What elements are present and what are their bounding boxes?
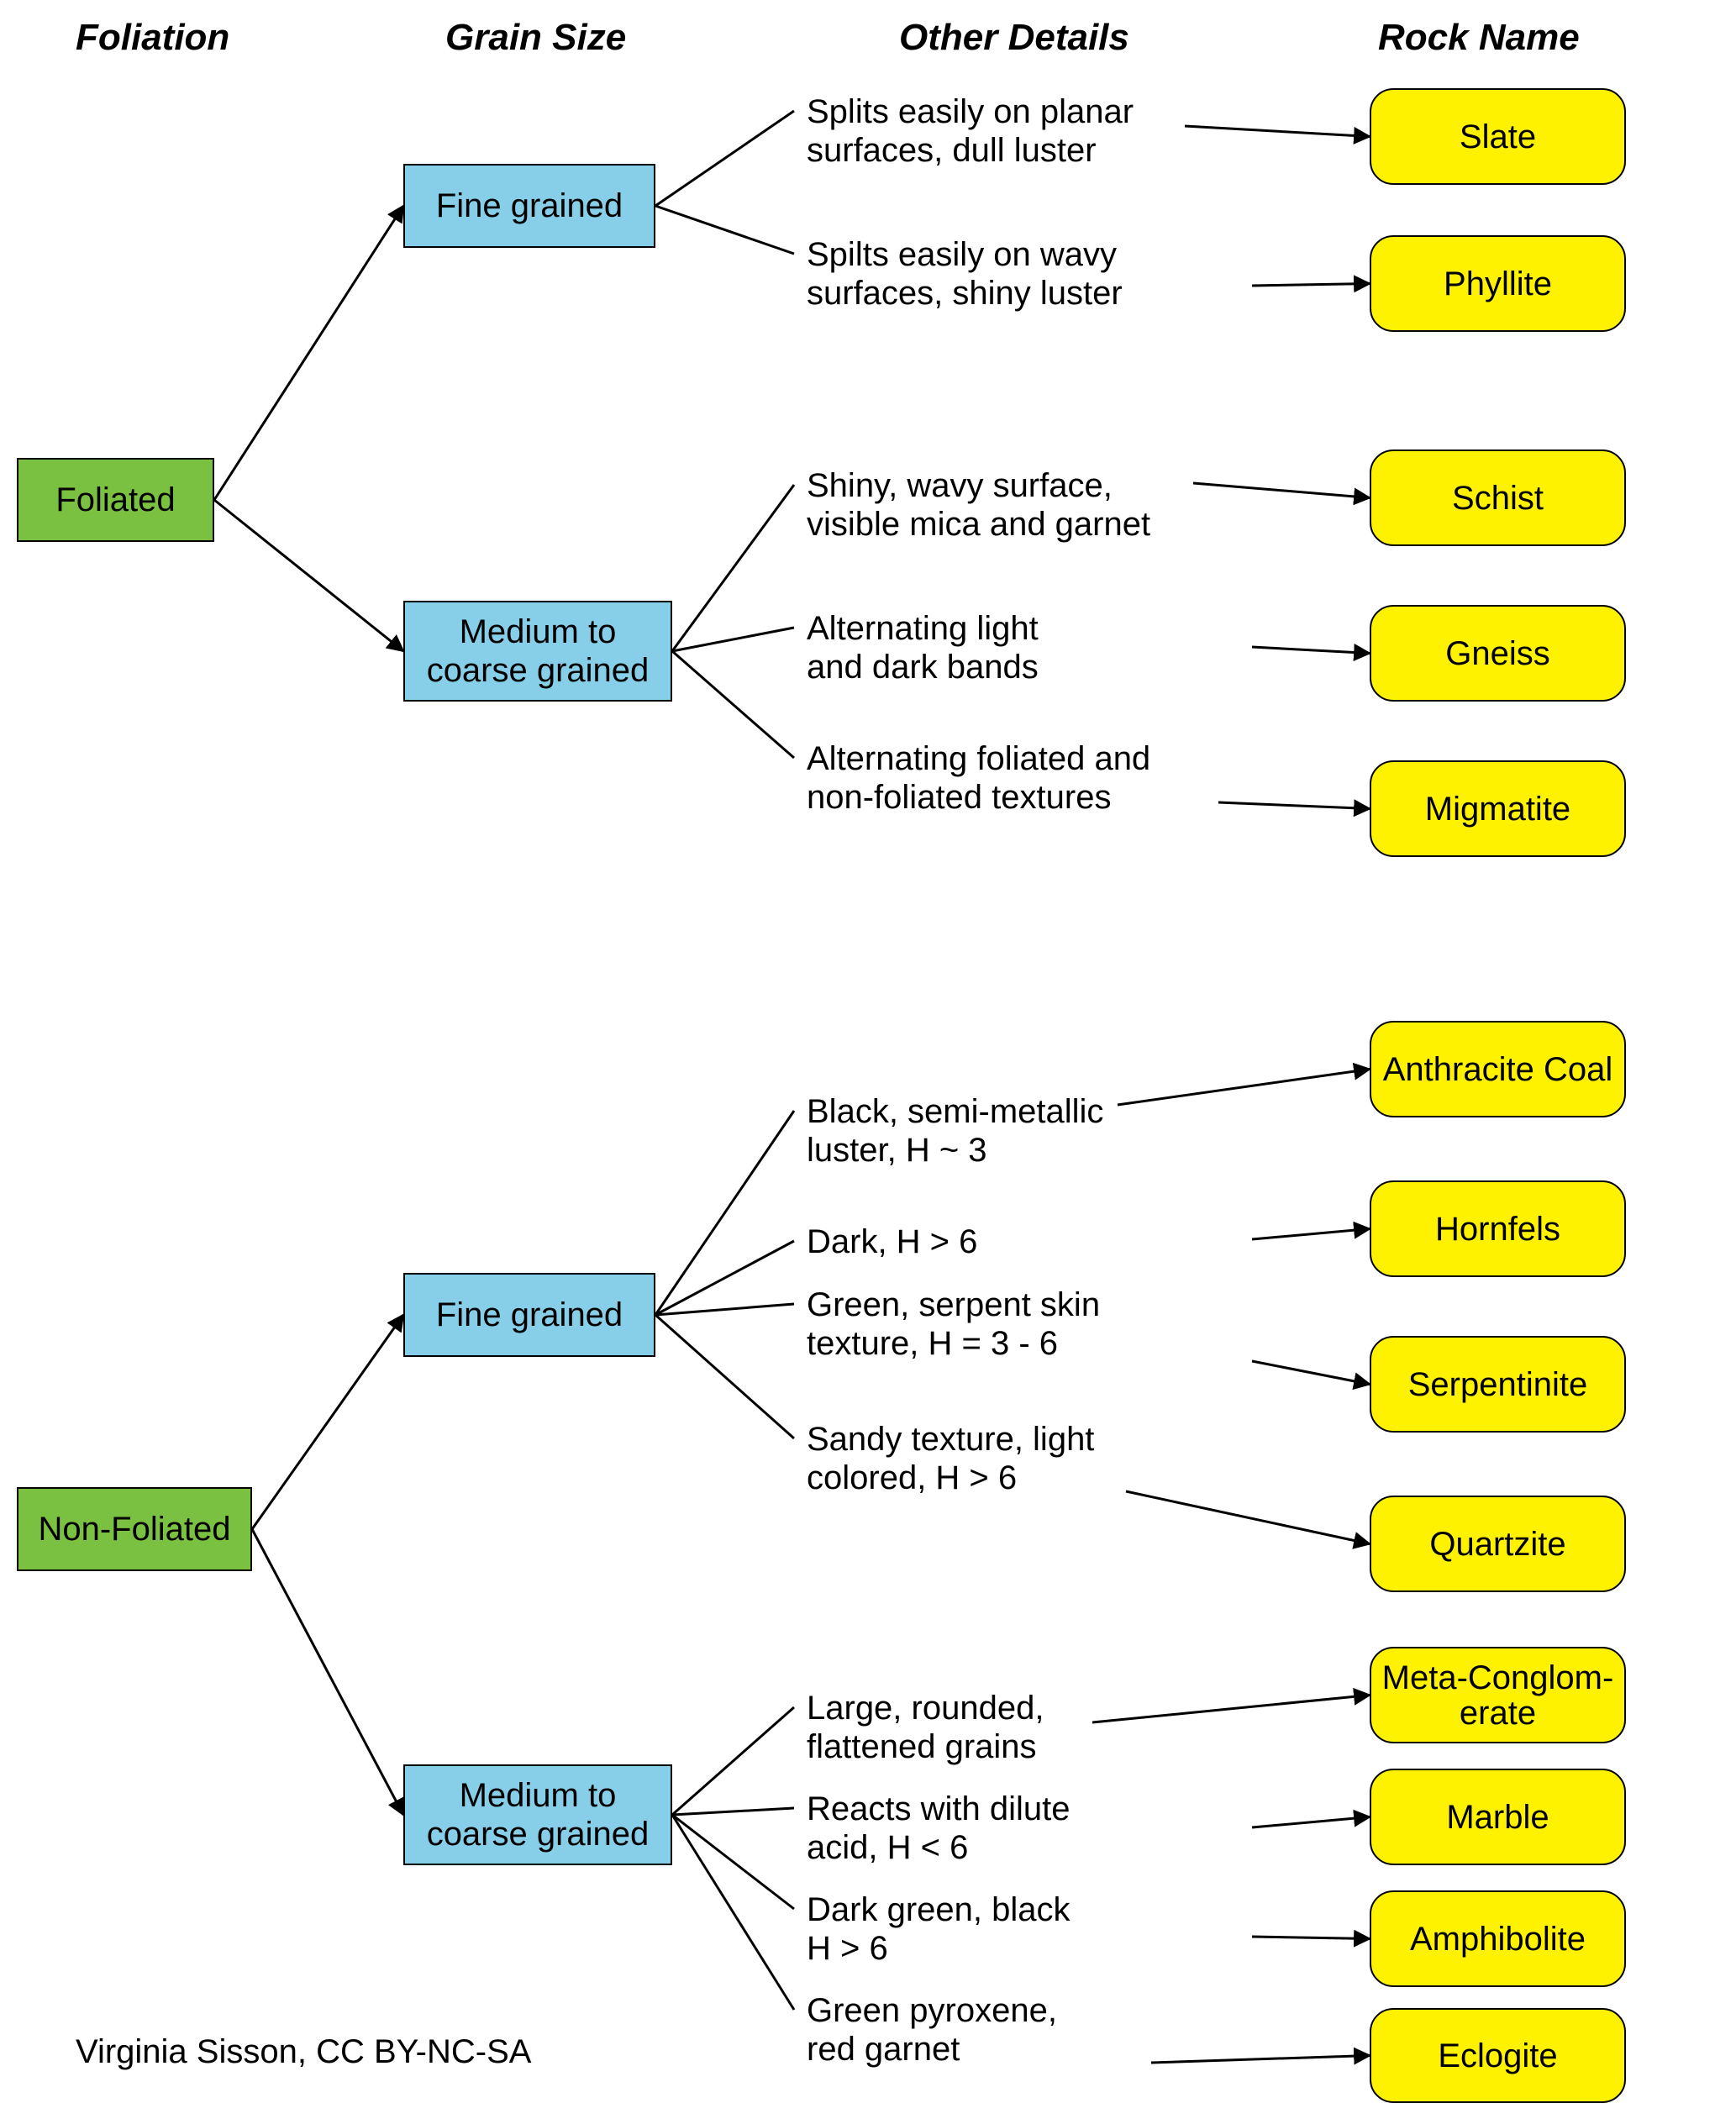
foliation-nonfoliated: Non-Foliated	[17, 1487, 252, 1571]
detail-d_phyllite: Spilts easily on wavysurfaces, shiny lus…	[807, 235, 1123, 313]
detail-d_gneiss: Alternating lightand dark bands	[807, 609, 1039, 686]
grain-med1: Medium tocoarse grained	[403, 601, 672, 702]
detail-d_serpentinite: Green, serpent skintexture, H = 3 - 6	[807, 1285, 1100, 1363]
rock-metacong: Meta-Conglom-erate	[1370, 1647, 1626, 1743]
grain-med2: Medium tocoarse grained	[403, 1764, 672, 1865]
rock-eclogite: Eclogite	[1370, 2008, 1626, 2103]
rock-anthracite: Anthracite Coal	[1370, 1021, 1626, 1117]
rock-schist: Schist	[1370, 450, 1626, 546]
detail-d_anthracite: Black, semi-metallicluster, H ~ 3	[807, 1092, 1103, 1170]
detail-d_hornfels: Dark, H > 6	[807, 1222, 977, 1261]
header-grain: Grain Size	[445, 17, 626, 59]
rock-slate: Slate	[1370, 88, 1626, 185]
detail-d_schist: Shiny, wavy surface,visible mica and gar…	[807, 466, 1150, 544]
detail-d_slate: Splits easily on planarsurfaces, dull lu…	[807, 92, 1134, 170]
rock-amphibolite: Amphibolite	[1370, 1890, 1626, 1987]
detail-d_amphibolite: Dark green, blackH > 6	[807, 1890, 1070, 1968]
rock-phyllite: Phyllite	[1370, 235, 1626, 332]
grain-fine1: Fine grained	[403, 164, 655, 248]
rock-serpentinite: Serpentinite	[1370, 1336, 1626, 1433]
rock-hornfels: Hornfels	[1370, 1180, 1626, 1277]
header-details: Other Details	[899, 17, 1129, 59]
detail-d_eclogite: Green pyroxene,red garnet	[807, 1991, 1057, 2069]
foliation-foliated: Foliated	[17, 458, 214, 542]
detail-d_marble: Reacts with diluteacid, H < 6	[807, 1790, 1070, 1867]
rock-quartzite: Quartzite	[1370, 1496, 1626, 1592]
rock-migmatite: Migmatite	[1370, 760, 1626, 857]
attribution: Virginia Sisson, CC BY-NC-SA	[76, 2033, 531, 2071]
header-foliation: Foliation	[76, 17, 229, 59]
detail-d_migmatite: Alternating foliated andnon-foliated tex…	[807, 739, 1150, 817]
rock-marble: Marble	[1370, 1769, 1626, 1865]
grain-fine2: Fine grained	[403, 1273, 655, 1357]
rock-gneiss: Gneiss	[1370, 605, 1626, 702]
detail-d_quartzite: Sandy texture, lightcolored, H > 6	[807, 1420, 1094, 1497]
header-rock: Rock Name	[1378, 17, 1580, 59]
rock-classification-diagram: Foliation Grain Size Other Details Rock Nam…	[0, 0, 1736, 2103]
detail-d_metacong: Large, rounded,flattened grains	[807, 1689, 1044, 1766]
